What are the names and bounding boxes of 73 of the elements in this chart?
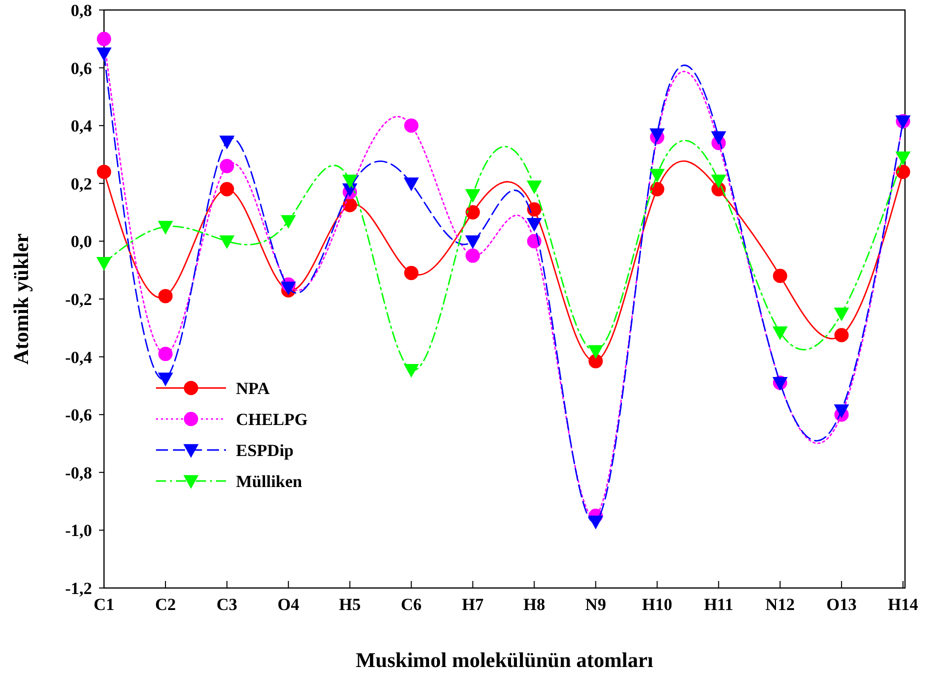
point: [650, 182, 664, 196]
point: [527, 180, 542, 194]
point: [896, 152, 910, 165]
y-tick-label: -0,4: [65, 348, 92, 367]
y-tick-label: 0,8: [70, 0, 92, 20]
point: [527, 218, 542, 232]
x-tick-label: H5: [338, 595, 361, 614]
point: [896, 164, 910, 179]
point: [281, 215, 296, 228]
x-tick-label: C3: [216, 595, 238, 614]
point: [588, 516, 603, 529]
y-tick-label: -0,8: [65, 463, 92, 482]
point: [220, 136, 234, 149]
point: [834, 308, 849, 321]
point: [588, 354, 603, 368]
x-tick-label: N9: [585, 595, 606, 614]
x-tick-label: C1: [94, 595, 114, 614]
point: [650, 168, 664, 182]
point: [158, 372, 173, 386]
point: [772, 268, 788, 284]
x-tick-label: C6: [400, 595, 422, 614]
point: [158, 346, 173, 362]
point: [158, 220, 173, 234]
x-tick-label: C2: [155, 595, 176, 614]
x-axis-title: Muskimol molekülünün atomları: [356, 648, 654, 672]
y-tick-label: -0,6: [65, 406, 92, 425]
x-tick-label: H10: [642, 595, 672, 614]
point: [711, 174, 726, 188]
x-tick-label: H11: [704, 595, 734, 614]
point: [96, 257, 112, 270]
x-tick-label: H8: [523, 595, 546, 614]
point: [96, 32, 112, 46]
legend-label: CHELPG: [236, 410, 308, 429]
point: [650, 128, 664, 142]
point: [220, 158, 234, 174]
point: [96, 164, 112, 179]
point: [466, 189, 480, 202]
point: [404, 118, 418, 133]
legend-label: ESPDip: [236, 440, 294, 460]
point: [281, 282, 296, 295]
y-tick-label: 0,2: [70, 174, 92, 194]
point: [404, 266, 418, 280]
x-tick-label: O4: [278, 595, 300, 614]
point: [342, 198, 357, 212]
x-tick-label: N12: [765, 595, 795, 614]
y-tick-label: 0,4: [70, 116, 92, 136]
point: [772, 326, 788, 340]
point: [466, 248, 480, 263]
point: [834, 328, 849, 342]
legend-label: Mülliken: [236, 472, 303, 491]
point: [220, 182, 234, 196]
point: [711, 131, 726, 144]
point: [466, 205, 480, 220]
point: [404, 178, 418, 191]
point: [342, 174, 357, 188]
point: [466, 235, 480, 248]
point: [527, 202, 542, 217]
y-tick-label: 0,6: [70, 58, 92, 78]
point: [96, 48, 112, 60]
y-tick-label: -0,2: [65, 290, 92, 309]
y-tick-label: -1,2: [65, 578, 92, 598]
point: [220, 235, 234, 248]
point: [158, 288, 173, 304]
x-tick-label: H14: [888, 595, 919, 614]
x-tick-label: H7: [462, 595, 484, 614]
legend-label: NPA: [236, 378, 270, 398]
point: [588, 345, 603, 358]
y-tick-label: -1,0: [65, 521, 92, 540]
x-tick-label: O13: [826, 595, 857, 614]
y-tick-label: 0,0: [70, 232, 92, 252]
point: [834, 404, 849, 418]
y-axis-title: Atomik yükler: [9, 233, 33, 365]
point: [404, 364, 418, 377]
